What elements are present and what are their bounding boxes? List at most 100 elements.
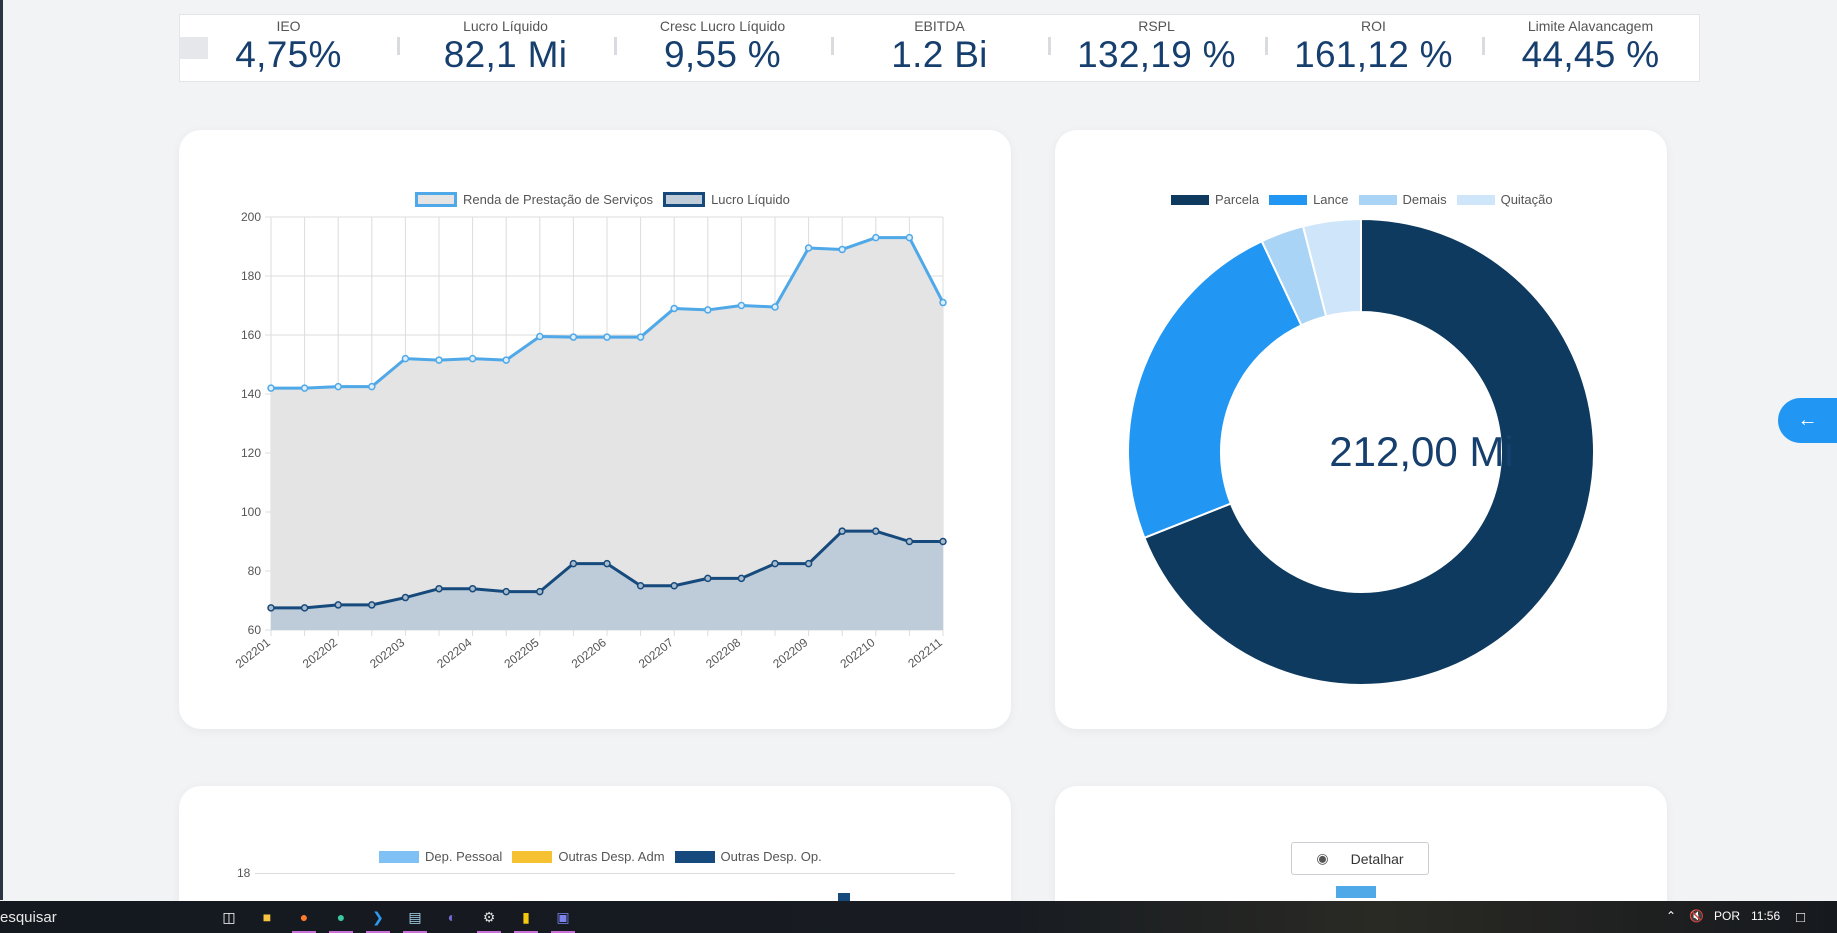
vscode-icon[interactable]: ❯ <box>372 908 384 925</box>
data-point <box>536 587 544 596</box>
legend-item-lucro[interactable]: Lucro Líquido <box>663 192 790 207</box>
legend-label: Outras Desp. Adm <box>558 849 665 864</box>
file-explorer-icon[interactable]: ■ <box>262 909 272 925</box>
arrow-left-icon: ← <box>1797 409 1818 431</box>
y-tick-label: 100 <box>241 505 261 519</box>
legend-item-renda[interactable]: Renda de Prestação de Serviços <box>415 192 653 207</box>
data-point <box>300 384 309 392</box>
data-point <box>771 559 779 568</box>
data-point <box>838 245 846 254</box>
data-point <box>905 233 914 242</box>
left-rail <box>0 0 3 900</box>
active-app-indicator <box>403 931 427 933</box>
data-point <box>368 382 376 391</box>
line-chart: 60 80 100 120 140 160 180 200 202201 202202 202203… <box>233 210 947 671</box>
kpi-ebitda: EBITDA 1.2 Bi <box>831 15 1048 81</box>
x-tick-label: 202208 <box>703 635 743 671</box>
data-point <box>939 298 947 307</box>
kpi-separator <box>1482 37 1485 55</box>
active-app-indicator <box>514 931 538 933</box>
detalhar-label: Detalhar <box>1350 850 1404 867</box>
eye-icon: ◉ <box>1316 850 1329 866</box>
data-point <box>502 356 510 364</box>
donut-slice-quitacao <box>1301 217 1362 318</box>
legend-label: Lance <box>1313 192 1349 207</box>
eclipse-icon[interactable]: ◐ <box>447 909 457 925</box>
edge-icon[interactable]: ● <box>336 909 346 925</box>
data-point <box>804 559 813 568</box>
data-point <box>838 527 846 535</box>
legend-swatch <box>415 192 457 207</box>
chevron-up-icon[interactable]: ⌃ <box>1666 909 1677 923</box>
kpi-label: Lucro Líquido <box>463 18 548 34</box>
kpi-label: Limite Alavancagem <box>1527 18 1654 34</box>
notepad-icon[interactable]: ▤ <box>408 908 422 925</box>
x-tick-label: 202210 <box>837 635 877 671</box>
legend-item-quitacao[interactable]: Quitação <box>1456 192 1553 207</box>
data-point <box>872 233 880 242</box>
taskbar-language[interactable]: POR <box>1714 909 1741 923</box>
series-area-renda <box>271 237 943 630</box>
active-app-indicator <box>329 931 353 933</box>
kpi-value: 1.2 Bi <box>891 34 988 75</box>
detalhar-button[interactable]: ◉ Detalhar <box>1291 842 1429 875</box>
task-view-icon[interactable]: ◫ <box>222 908 236 925</box>
firefox-icon[interactable]: ● <box>299 909 309 925</box>
kpi-value: 4,75% <box>235 34 342 75</box>
data-point <box>401 354 410 363</box>
donut-slice-parcela <box>1143 217 1595 686</box>
legend-item-dep-pessoal[interactable]: Dep. Pessoal <box>379 849 502 864</box>
legend-swatch <box>674 850 715 863</box>
bar-chart-legend: Dep. Pessoal Outras Desp. Adm Outras Des… <box>379 849 832 864</box>
detail-bar-mark <box>1336 886 1376 898</box>
legend-item-outras-desp-adm[interactable]: Outras Desp. Adm <box>512 849 665 864</box>
y-tick-label: 60 <box>248 623 262 637</box>
legend-swatch <box>512 850 553 863</box>
taskbar-search-input[interactable]: esquisar <box>0 909 57 926</box>
data-point <box>401 593 410 602</box>
active-app-indicator <box>477 931 501 933</box>
kpi-rspl: RSPL 132,19 % <box>1048 15 1265 81</box>
donut-chart-card: Parcela Lance Demais Quitação 212,00 Mi <box>1055 130 1667 729</box>
legend-swatch <box>379 850 419 863</box>
data-point <box>468 354 477 363</box>
speaker-muted-icon[interactable]: 🔇 <box>1689 909 1704 923</box>
notifications-icon[interactable]: □ <box>1796 909 1806 926</box>
legend-swatch <box>663 192 706 207</box>
active-app-indicator <box>292 931 316 933</box>
teams-icon[interactable]: ▣ <box>556 908 570 925</box>
y-tick-label: 200 <box>241 210 261 224</box>
kpi-strip: IEO 4,75% Lucro Líquido 82,1 Mi Cresc Lu… <box>179 14 1700 82</box>
settings-icon[interactable]: ⚙ <box>482 908 496 925</box>
x-tick-label: 202206 <box>569 635 609 671</box>
legend-item-lance[interactable]: Lance <box>1269 192 1349 207</box>
legend-item-demais[interactable]: Demais <box>1358 192 1447 207</box>
bar-y-tick: 18 <box>237 866 251 880</box>
kpi-label: IEO <box>276 18 301 34</box>
x-tick-label: 202202 <box>300 635 340 671</box>
kpi-label: ROI <box>1361 18 1386 34</box>
data-point <box>334 382 342 391</box>
x-tick-label: 202207 <box>636 635 676 671</box>
kpi-value: 82,1 Mi <box>443 34 568 75</box>
legend-item-parcela[interactable]: Parcela <box>1171 192 1259 207</box>
active-app-indicator <box>551 931 575 933</box>
data-point <box>334 601 342 609</box>
data-point <box>569 333 578 341</box>
kpi-label: RSPL <box>1138 18 1175 34</box>
data-point <box>267 384 275 392</box>
data-point <box>368 601 376 609</box>
legend-swatch <box>1269 194 1308 205</box>
data-point <box>569 559 578 568</box>
side-back-button[interactable]: ← <box>1778 398 1837 443</box>
donut-chart-legend: Parcela Lance Demais Quitação <box>1171 192 1563 207</box>
data-point <box>804 244 813 252</box>
x-tick-label: 202211 <box>905 635 945 670</box>
powerbi-icon[interactable]: ▮ <box>522 908 530 925</box>
taskbar-clock[interactable]: 11:56 <box>1751 909 1781 923</box>
x-tick-label: 202209 <box>770 635 810 671</box>
active-app-indicator <box>366 931 390 933</box>
kpi-lucro-liquido: Lucro Líquido 82,1 Mi <box>397 15 614 81</box>
legend-item-outras-desp-op[interactable]: Outras Desp. Op. <box>674 849 822 864</box>
y-tick-label: 120 <box>241 446 261 460</box>
